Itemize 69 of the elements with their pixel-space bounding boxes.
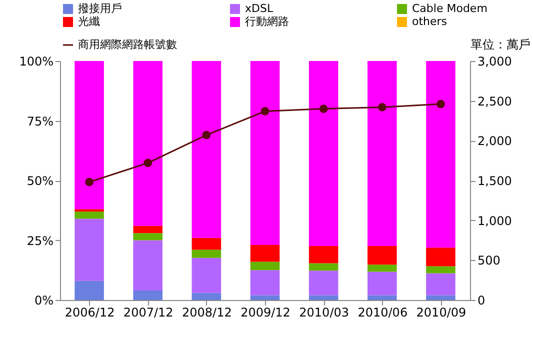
- bar: [368, 272, 397, 296]
- bar: [133, 226, 162, 234]
- x-tick-label: 2010/06: [358, 306, 408, 320]
- bar: [308, 61, 338, 246]
- point: [260, 107, 270, 116]
- y2-tick-label: 2,000: [478, 134, 512, 148]
- legend-label: 光纖: [78, 15, 100, 28]
- bar: [308, 263, 338, 271]
- y2-axis-title: 單位：萬戶: [470, 38, 530, 52]
- bar: [250, 270, 280, 296]
- bar: [308, 295, 338, 300]
- x-tick-label: 2009/12: [240, 306, 290, 320]
- y2-tick-label: 500: [478, 254, 500, 268]
- bar: [74, 218, 104, 281]
- point: [319, 104, 328, 113]
- y2-tick-label: 2,500: [478, 94, 512, 108]
- bar: [368, 264, 397, 272]
- bar: [192, 238, 222, 250]
- legend-label: others: [412, 15, 448, 28]
- bar: [426, 248, 456, 266]
- bar: [250, 61, 280, 246]
- bar: [192, 61, 222, 238]
- bar: [133, 240, 162, 290]
- point: [436, 100, 445, 108]
- y-tick-label: 75%: [26, 114, 54, 128]
- y2-tick-label: 0: [478, 294, 486, 308]
- point: [144, 158, 152, 168]
- bar: [74, 212, 104, 219]
- bar: [426, 266, 456, 274]
- point: [378, 103, 386, 112]
- legend-label: 行動網路: [245, 15, 289, 28]
- bar: [308, 270, 338, 296]
- legend-label: xDSL: [245, 2, 274, 15]
- bar: [192, 292, 222, 300]
- bar: [192, 258, 222, 293]
- y-tick-label: 50%: [26, 174, 54, 188]
- bar: [250, 245, 280, 262]
- bar: [192, 250, 222, 258]
- legend-label: 撥接用戶: [78, 2, 122, 15]
- bar: [133, 290, 162, 300]
- bar: [368, 61, 397, 246]
- y2-tick-label: 1,000: [478, 214, 512, 228]
- bar: [133, 61, 162, 226]
- bar: [368, 295, 397, 300]
- x-tick-label: 2010/09: [416, 306, 466, 320]
- bar: [368, 246, 397, 265]
- y-tick-label: 0%: [34, 294, 54, 308]
- bar: [308, 246, 338, 264]
- y2-tick-label: 3,000: [478, 54, 512, 68]
- bar: [426, 273, 456, 296]
- legend-label: 商用網際網路帳號數: [78, 38, 177, 51]
- x-tick-label: 2006/12: [64, 306, 115, 320]
- bar: [74, 280, 104, 300]
- y2-tick-label: 1,500: [478, 174, 512, 188]
- x-tick-label: 2007/12: [123, 306, 174, 320]
- bar: [250, 262, 280, 270]
- bar: [426, 61, 456, 248]
- y-tick-label: 100%: [19, 54, 54, 68]
- point: [202, 130, 211, 140]
- x-tick-label: 2008/12: [182, 306, 232, 320]
- bar: [74, 209, 104, 212]
- legend-label: Cable Modem: [412, 2, 488, 15]
- x-tick-label: 2010/03: [299, 306, 349, 320]
- bar: [426, 295, 456, 300]
- bar: [74, 61, 104, 210]
- y-tick-label: 25%: [26, 234, 54, 248]
- bar: [250, 295, 280, 300]
- point: [85, 178, 94, 186]
- bar: [133, 233, 162, 240]
